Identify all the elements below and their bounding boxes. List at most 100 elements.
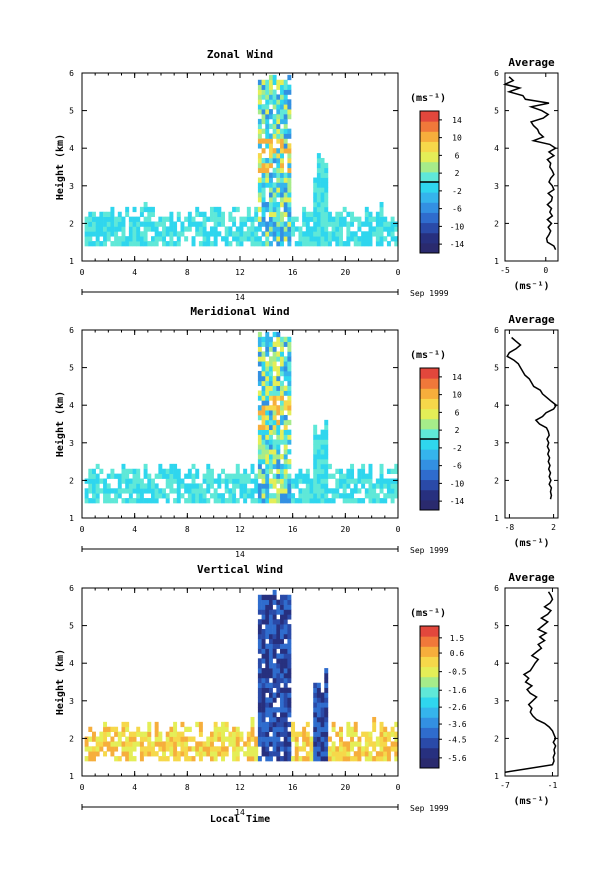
y-axis-label: Height (km) <box>54 134 66 200</box>
heatmap-cells <box>84 74 399 247</box>
y-tick-label: 1 <box>69 514 74 523</box>
colorbar-swatch <box>420 646 439 657</box>
colorbar-swatch <box>420 378 439 389</box>
profile-x-tick-label: -5 <box>500 266 510 275</box>
colorbar-tick-label: -3.6 <box>447 720 466 729</box>
colorbar-swatch <box>420 449 439 460</box>
colorbar-swatch <box>420 232 439 244</box>
profile-line <box>506 336 558 500</box>
colorbar-swatch <box>420 697 439 708</box>
y-tick-label: 2 <box>69 476 74 485</box>
colorbar-swatch <box>420 499 439 511</box>
colorbar-swatch <box>420 626 439 637</box>
y-tick-label: 2 <box>69 219 74 228</box>
colorbar-units: (ms⁻¹) <box>410 608 446 619</box>
profile-line <box>504 591 557 773</box>
colorbar-swatch <box>420 428 439 440</box>
colorbar-swatch <box>420 192 439 203</box>
colorbar-tick-label: 14 <box>452 373 462 382</box>
x-tick-label: 0 <box>80 783 85 792</box>
colorbar-swatch <box>420 408 439 420</box>
colorbar-tick-label: -10 <box>450 479 465 488</box>
colorbar-swatch <box>420 388 439 399</box>
colorbar-swatch <box>420 242 439 254</box>
x-tick-label: 0 <box>80 525 85 534</box>
y-axis-label: Height (km) <box>54 391 66 457</box>
profile-y-tick-label: 4 <box>494 144 499 153</box>
heatmap-cells <box>84 589 399 762</box>
profile-line <box>502 76 558 251</box>
x-tick-label: 20 <box>341 525 351 534</box>
colorbar-swatch <box>420 636 439 647</box>
colorbar-swatch <box>420 398 439 410</box>
colorbar-swatch <box>420 707 439 718</box>
profile-x-tick-label: 2 <box>551 523 556 532</box>
profile-y-tick-label: 1 <box>494 257 499 266</box>
y-tick-label: 3 <box>69 182 74 191</box>
y-axis-label: Height (km) <box>54 649 66 715</box>
colorbar-swatch <box>420 161 439 173</box>
x-tick-label: 0 <box>396 268 401 277</box>
colorbar-tick-label: -10 <box>450 222 465 231</box>
profile-y-tick-label: 2 <box>494 219 499 228</box>
colorbar-swatch <box>420 182 439 193</box>
y-tick-label: 2 <box>69 734 74 743</box>
profile-y-tick-label: 5 <box>494 622 499 631</box>
profile-x-label: (ms⁻¹) <box>513 796 549 807</box>
colorbar-tick-label: -0.5 <box>447 668 466 677</box>
heatmap-cells <box>84 331 399 504</box>
colorbar-swatch <box>420 368 439 379</box>
colorbar-swatch <box>420 121 439 132</box>
colorbar-tick-label: -4.5 <box>447 735 466 744</box>
x-axis-label: Local Time <box>210 813 270 825</box>
x-tick-label: 0 <box>80 268 85 277</box>
colorbar-swatch <box>420 151 439 163</box>
y-tick-label: 1 <box>69 257 74 266</box>
y-tick-label: 3 <box>69 439 74 448</box>
colorbar-swatch <box>420 111 439 122</box>
colorbar-swatch <box>420 479 439 491</box>
y-tick-label: 6 <box>69 326 74 335</box>
colorbar-tick-label: -14 <box>450 240 465 249</box>
day-label: 14 <box>235 550 245 559</box>
colorbar-swatch <box>420 747 439 759</box>
y-tick-label: 6 <box>69 584 74 593</box>
colorbar-frame <box>419 625 440 769</box>
panel-title: Zonal Wind <box>207 48 273 61</box>
y-tick-label: 4 <box>69 144 74 153</box>
profile-y-tick-label: 5 <box>494 364 499 373</box>
profile-x-tick-label: -7 <box>500 781 510 790</box>
x-tick-label: 16 <box>288 268 298 277</box>
colorbar-tick-label: 10 <box>452 391 462 400</box>
colorbar-swatch <box>420 439 439 450</box>
colorbar-tick-label: -14 <box>450 497 465 506</box>
panel-title: Meridional Wind <box>190 305 289 318</box>
colorbar-swatch <box>420 666 439 678</box>
y-tick-label: 4 <box>69 659 74 668</box>
colorbar-swatch <box>420 222 439 234</box>
x-tick-label: 4 <box>132 525 137 534</box>
profile-title: Average <box>508 571 555 584</box>
y-tick-label: 4 <box>69 401 74 410</box>
colorbar-tick-label: 10 <box>452 134 462 143</box>
colorbar-tick-label: 2 <box>455 426 460 435</box>
colorbar-tick-label: 14 <box>452 116 462 125</box>
x-tick-label: 0 <box>396 783 401 792</box>
x-tick-label: 20 <box>341 268 351 277</box>
date-label: Sep 1999 <box>410 289 449 298</box>
profile-frame <box>504 72 559 262</box>
y-tick-label: 1 <box>69 772 74 781</box>
date-label: Sep 1999 <box>410 804 449 813</box>
x-tick-label: 16 <box>288 525 298 534</box>
colorbar-tick-label: 1.5 <box>450 634 465 643</box>
colorbar-tick-label: -5.6 <box>447 754 466 763</box>
profile-frame <box>504 329 559 519</box>
profile-y-tick-label: 2 <box>494 734 499 743</box>
day-label: 14 <box>235 293 245 302</box>
colorbar-swatch <box>420 656 439 668</box>
profile-y-tick-label: 6 <box>494 326 499 335</box>
x-tick-label: 12 <box>235 268 245 277</box>
y-tick-label: 6 <box>69 69 74 78</box>
